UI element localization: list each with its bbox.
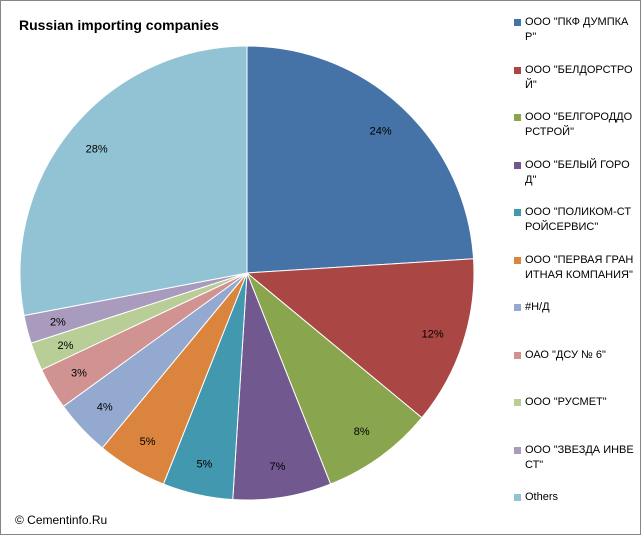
slice-label-2: 12% [422, 328, 444, 340]
legend-swatch [514, 19, 521, 26]
legend-label: ООО "БЕЛЫЙ ГОРОД" [525, 158, 630, 186]
legend-label: ОАО "ДСУ № 6" [525, 348, 606, 361]
legend-label: #Н/Д [525, 301, 550, 313]
slice-label-8: 3% [71, 367, 87, 379]
legend-label: ООО "БЕЛДОРСТРОЙ" [525, 63, 633, 91]
legend-swatch [514, 446, 521, 454]
slice-label-11: 28% [86, 144, 108, 156]
slice-label-1: 24% [370, 126, 392, 138]
pie-slice-1 [246, 45, 475, 274]
legend-label: ООО "ЗВЕЗДА ИНВЕСТ" [525, 443, 634, 471]
pie-slice-3 [246, 272, 423, 485]
pie-slice-2 [245, 258, 475, 419]
legend-label: ООО "БЕЛГОРОДДОРСТРОЙ" [525, 111, 633, 138]
legend-label: ООО "ПОЛИКОМ-СТРОЙСЕРВИС" [525, 206, 632, 233]
legend-swatch [514, 209, 521, 216]
legend-swatch [514, 304, 521, 311]
legend-label: ООО "РУСМЕТ" [525, 396, 607, 408]
slice-label-3: 8% [354, 426, 370, 438]
slice-label-7: 4% [97, 402, 113, 414]
legend-swatch [514, 256, 521, 264]
copyright-text: © Cementinfo.Ru [15, 513, 108, 527]
slice-label-10: 2% [50, 317, 66, 329]
legend-swatch [514, 494, 521, 501]
legend-swatch [514, 399, 521, 406]
legend-swatch [514, 161, 521, 169]
chart-title: Russian importing companies [19, 17, 219, 33]
slice-label-4: 7% [270, 461, 286, 473]
legend-label: Others [525, 491, 559, 503]
legend-label: ООО "ПЕРВАЯ ГРАНИТНАЯ КОМПАНИЯ" [525, 253, 634, 281]
slice-label-6: 5% [140, 436, 156, 448]
legend-swatch [514, 351, 521, 359]
slice-label-5: 5% [196, 459, 212, 471]
slice-label-9: 2% [58, 340, 74, 352]
pie-slice-11 [19, 45, 248, 317]
legend-swatch [514, 114, 521, 121]
legend-label: ООО "ПКФ ДУМПКАР" [525, 16, 629, 43]
legend-swatch [514, 66, 521, 74]
